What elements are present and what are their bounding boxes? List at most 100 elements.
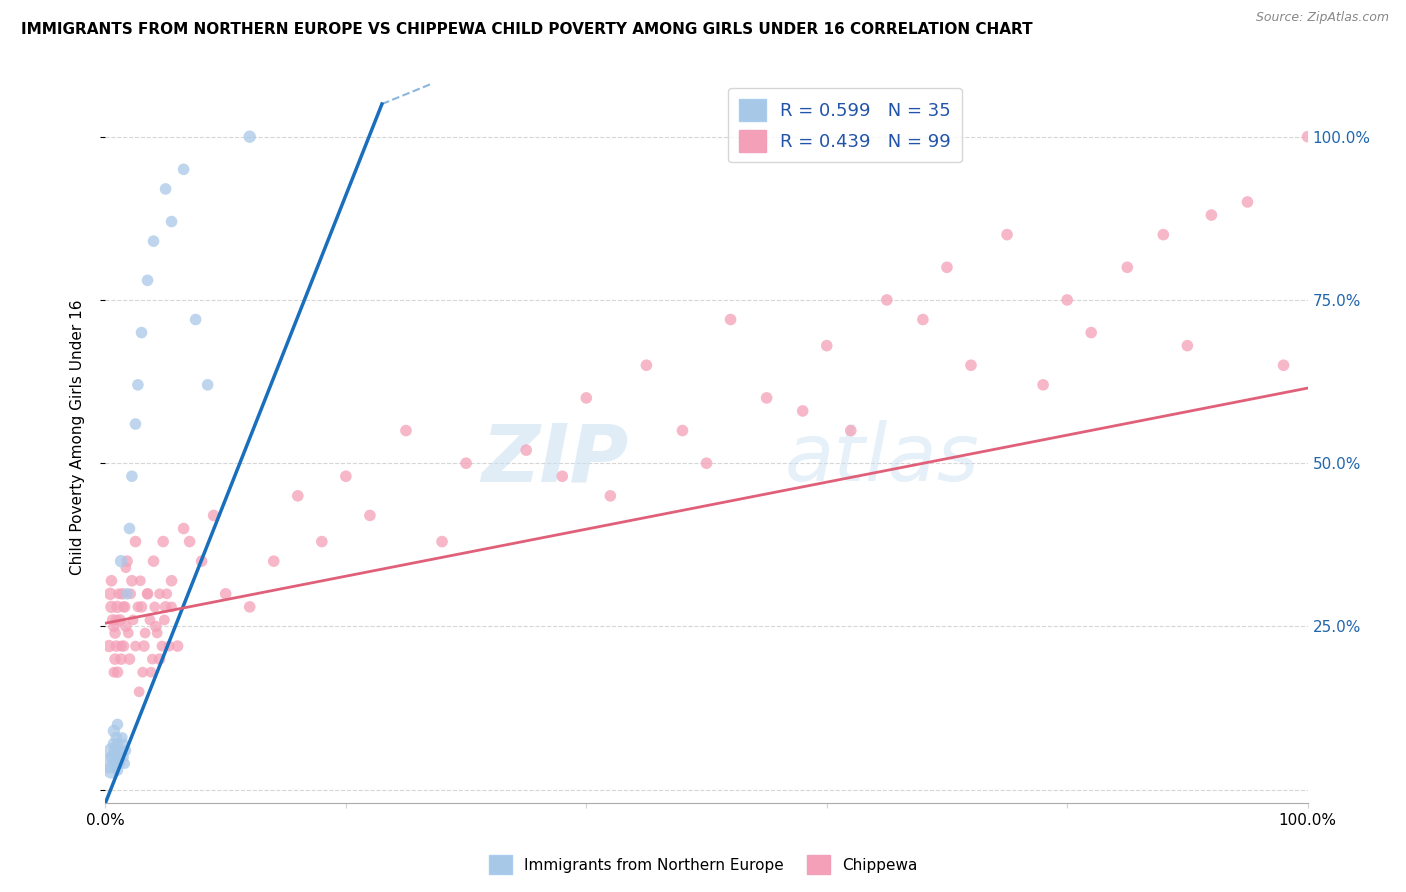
Point xyxy=(136,587,159,601)
Point xyxy=(100,574,122,588)
Point xyxy=(121,469,143,483)
Point xyxy=(115,560,138,574)
Point xyxy=(157,639,180,653)
Point xyxy=(121,574,143,588)
Point xyxy=(108,743,131,757)
Point xyxy=(430,534,453,549)
Point xyxy=(155,182,177,196)
Point xyxy=(936,260,959,275)
Point xyxy=(152,534,174,549)
Point xyxy=(104,626,127,640)
Point xyxy=(120,587,142,601)
Point xyxy=(1236,194,1258,209)
Point xyxy=(173,521,195,535)
Point xyxy=(1152,227,1174,242)
Point xyxy=(101,750,124,764)
Legend: Immigrants from Northern Europe, Chippewa: Immigrants from Northern Europe, Chippew… xyxy=(482,849,924,880)
Point xyxy=(100,763,122,777)
Point xyxy=(104,756,127,771)
Point xyxy=(515,443,537,458)
Point xyxy=(105,639,128,653)
Point xyxy=(148,587,170,601)
Point xyxy=(129,574,152,588)
Point xyxy=(792,404,814,418)
Point xyxy=(118,521,141,535)
Point xyxy=(98,639,121,653)
Point xyxy=(359,508,381,523)
Point xyxy=(104,652,127,666)
Point xyxy=(100,743,122,757)
Point xyxy=(142,554,165,568)
Point xyxy=(132,665,155,680)
Point xyxy=(110,652,132,666)
Point xyxy=(105,731,128,745)
Point xyxy=(876,293,898,307)
Point xyxy=(124,417,146,431)
Point xyxy=(815,339,838,353)
Point xyxy=(214,587,236,601)
Point xyxy=(107,665,129,680)
Point xyxy=(239,599,262,614)
Point xyxy=(142,234,165,248)
Point xyxy=(136,587,159,601)
Point xyxy=(146,626,169,640)
Point xyxy=(197,377,219,392)
Point xyxy=(104,743,127,757)
Point xyxy=(108,756,131,771)
Point xyxy=(107,750,129,764)
Point xyxy=(287,489,309,503)
Point xyxy=(1272,358,1295,372)
Point xyxy=(160,599,183,614)
Point xyxy=(179,534,201,549)
Point xyxy=(190,554,212,568)
Y-axis label: Child Poverty Among Girls Under 16: Child Poverty Among Girls Under 16 xyxy=(70,300,84,574)
Point xyxy=(636,358,658,372)
Point xyxy=(117,626,139,640)
Point xyxy=(150,639,173,653)
Point xyxy=(551,469,574,483)
Point xyxy=(575,391,598,405)
Point xyxy=(1296,129,1319,144)
Point xyxy=(101,613,124,627)
Point xyxy=(103,665,125,680)
Point xyxy=(132,639,155,653)
Point xyxy=(107,717,129,731)
Point xyxy=(173,162,195,177)
Point xyxy=(107,737,129,751)
Point xyxy=(103,737,125,751)
Point xyxy=(124,639,146,653)
Point xyxy=(239,129,262,144)
Point xyxy=(202,508,225,523)
Point xyxy=(115,587,138,601)
Point xyxy=(696,456,718,470)
Point xyxy=(160,574,183,588)
Point xyxy=(115,743,138,757)
Point xyxy=(128,685,150,699)
Point xyxy=(671,424,693,438)
Point xyxy=(122,613,145,627)
Point xyxy=(112,599,135,614)
Point xyxy=(112,750,135,764)
Point xyxy=(960,358,983,372)
Text: IMMIGRANTS FROM NORTHERN EUROPE VS CHIPPEWA CHILD POVERTY AMONG GIRLS UNDER 16 C: IMMIGRANTS FROM NORTHERN EUROPE VS CHIPP… xyxy=(21,22,1033,37)
Text: Source: ZipAtlas.com: Source: ZipAtlas.com xyxy=(1256,11,1389,24)
Point xyxy=(599,489,621,503)
Point xyxy=(111,731,134,745)
Point xyxy=(155,599,177,614)
Point xyxy=(110,639,132,653)
Point xyxy=(107,599,129,614)
Point xyxy=(145,619,167,633)
Point xyxy=(153,613,176,627)
Point xyxy=(131,599,153,614)
Point xyxy=(139,613,162,627)
Point xyxy=(134,626,156,640)
Point xyxy=(107,587,129,601)
Point xyxy=(103,723,125,738)
Point xyxy=(139,665,162,680)
Point xyxy=(1201,208,1223,222)
Point xyxy=(118,652,141,666)
Point xyxy=(395,424,418,438)
Point xyxy=(114,756,136,771)
Text: ZIP: ZIP xyxy=(481,420,628,498)
Point xyxy=(105,613,128,627)
